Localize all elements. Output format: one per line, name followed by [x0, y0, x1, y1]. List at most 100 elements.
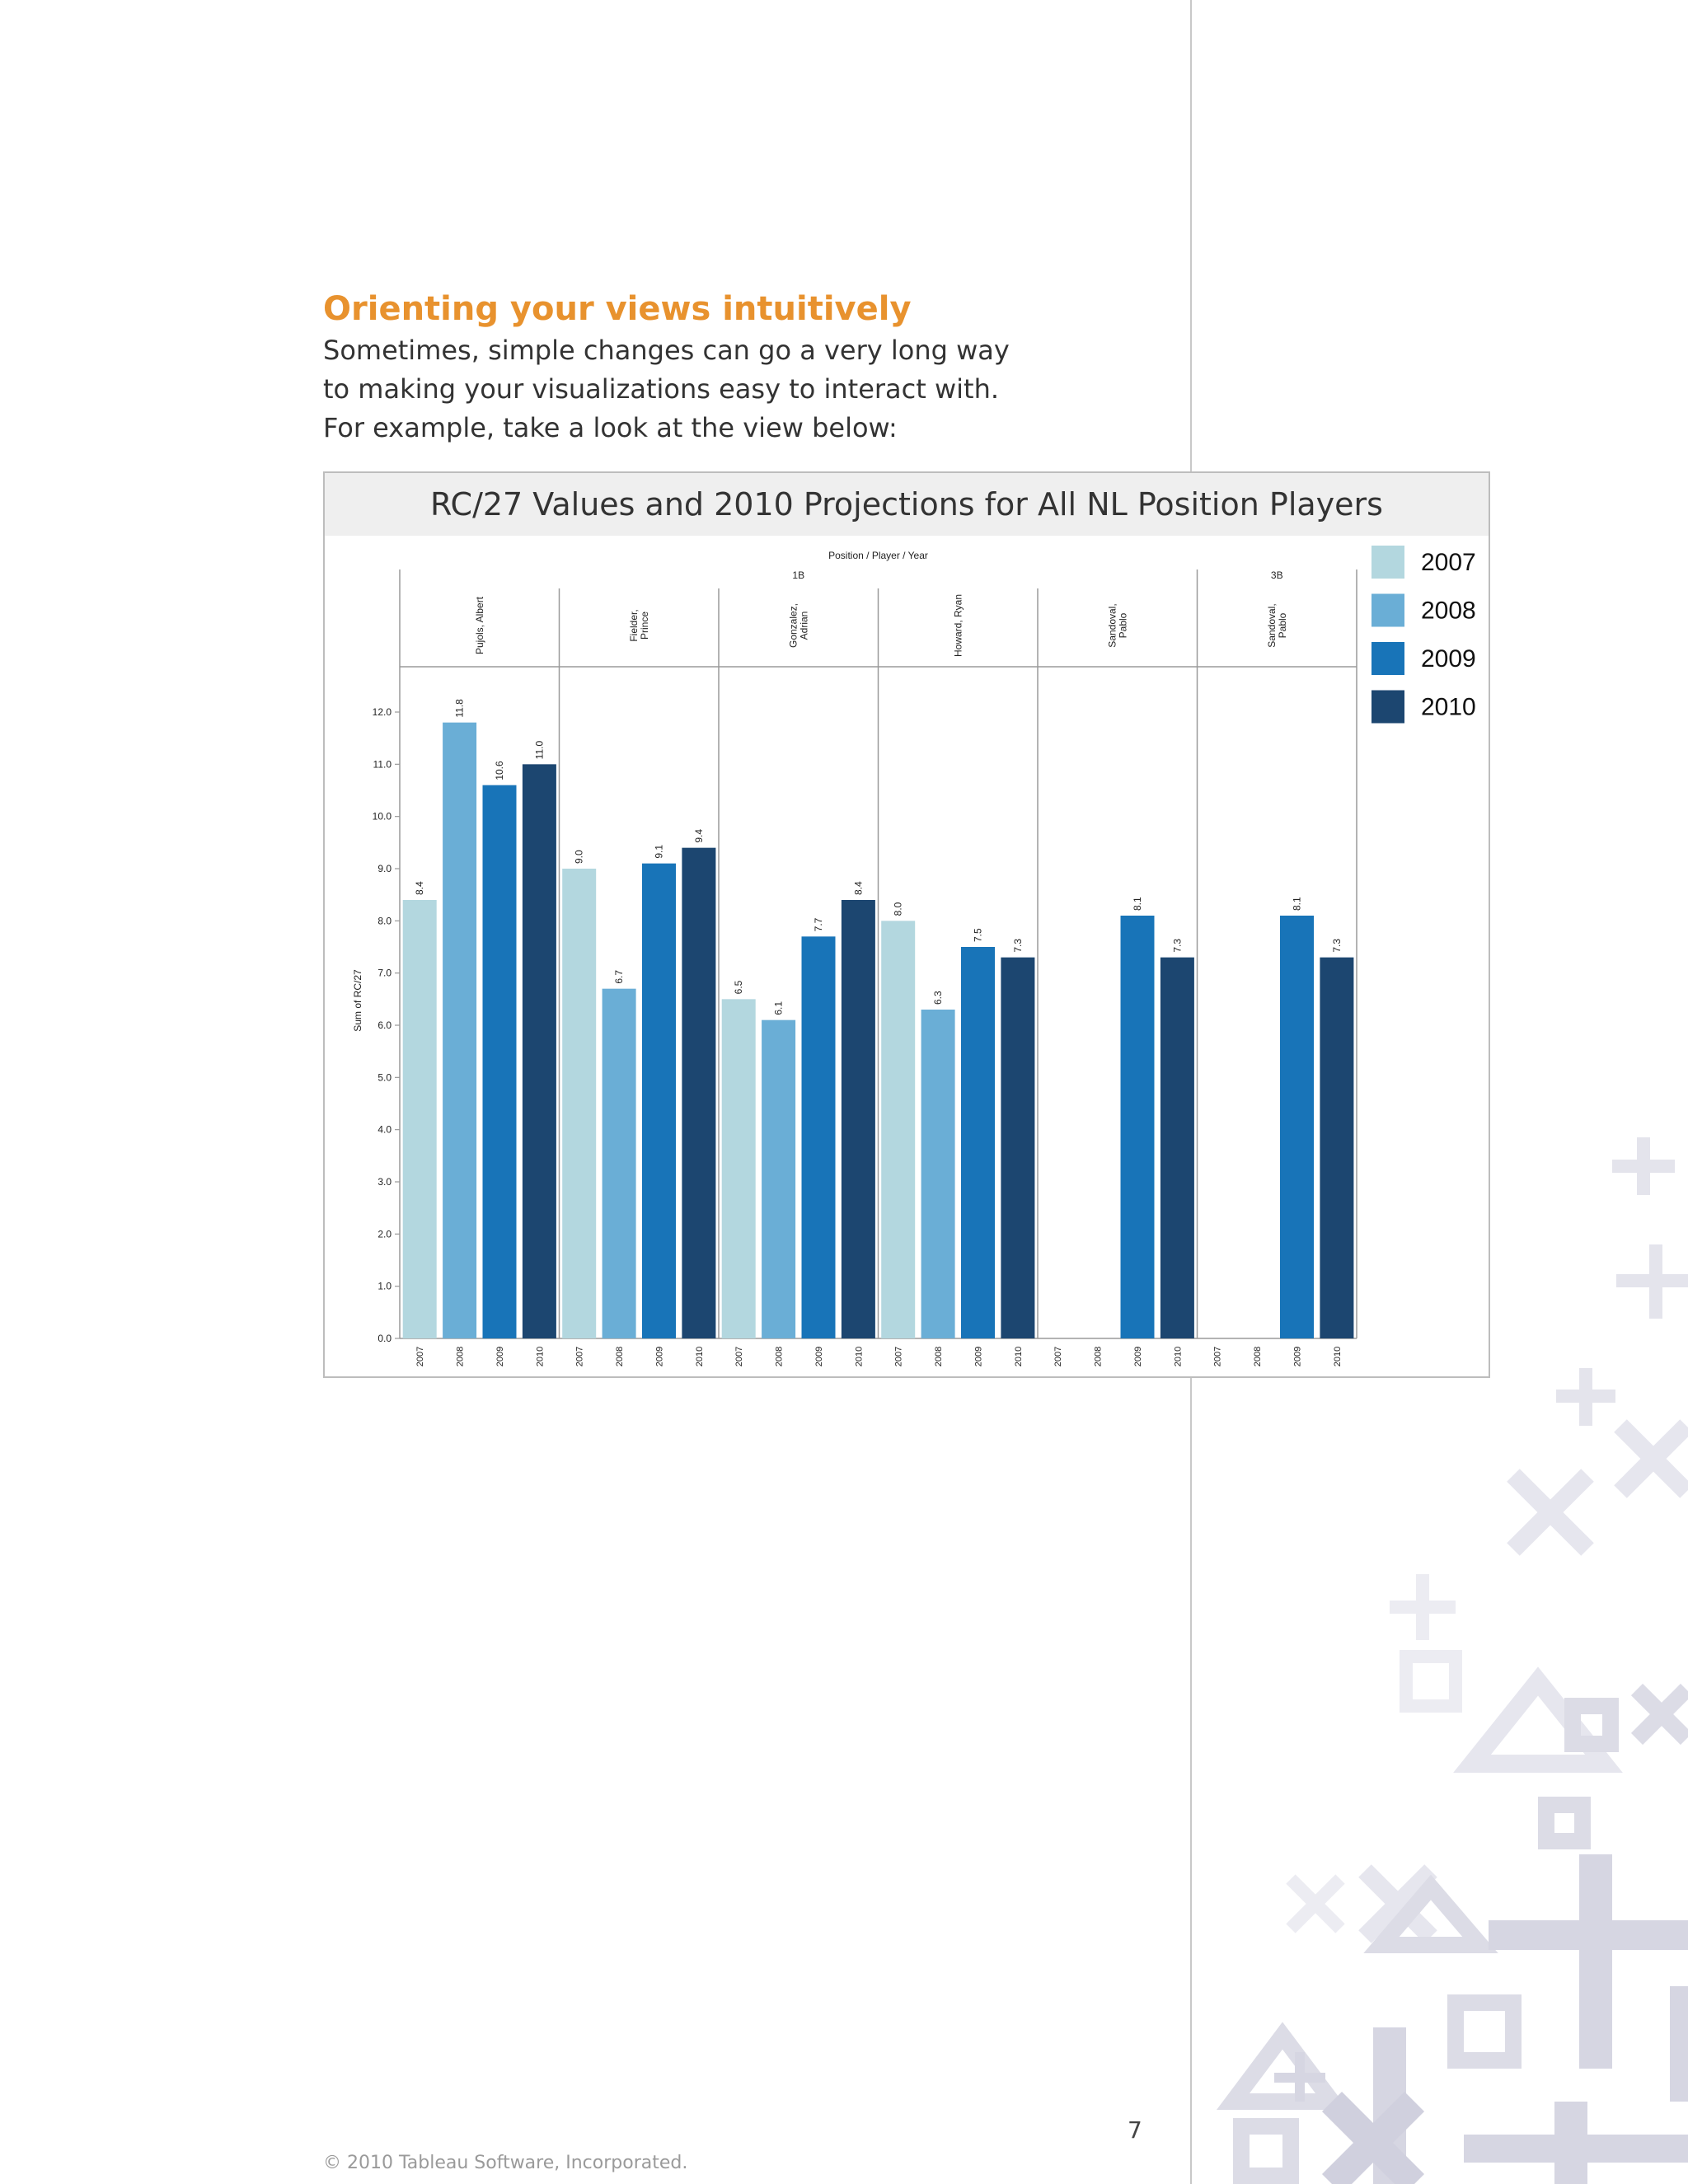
x-tick-label-year: 2007: [894, 1347, 904, 1366]
y-tick-label: 2.0: [377, 1228, 392, 1240]
legend-label: 2008: [1421, 598, 1476, 625]
bar-2010: [522, 764, 556, 1338]
chart-title-bar: [325, 473, 1489, 536]
bar-2009: [1280, 916, 1314, 1338]
legend-swatch-2009: [1372, 642, 1404, 675]
y-axis-title: Sum of RC/27: [352, 969, 363, 1032]
intro-line: to making your visualizations easy to in…: [323, 373, 1000, 405]
bar-2010: [841, 900, 875, 1338]
bar-data-label: 7.3: [1331, 939, 1343, 953]
x-tick-label-year: 2009: [655, 1347, 665, 1366]
bar-2008: [762, 1019, 796, 1338]
y-tick-label: 5.0: [377, 1071, 392, 1083]
bar-2010: [1001, 957, 1035, 1338]
x-tick-label-year: 2009: [495, 1347, 505, 1366]
y-tick-label: 4.0: [377, 1124, 392, 1136]
x-tick-label-year: 2007: [1213, 1347, 1223, 1366]
bar-chart: Position / Player / Year 1B 3B 0.0 1.0 2.0 3.0…: [352, 546, 1476, 1366]
x-tick-label-year: 2007: [734, 1347, 744, 1366]
x-tick-label-year: 2009: [1293, 1347, 1303, 1366]
y-tick-label: 7.0: [377, 968, 392, 979]
legend-label: 2010: [1421, 694, 1476, 721]
x-tick-label-year: 2007: [575, 1347, 585, 1366]
bar-data-label: 7.3: [1171, 939, 1183, 953]
player-name-label: Fielder,: [628, 609, 640, 641]
legend-swatch-2007: [1372, 546, 1404, 579]
x-tick-label-year: 2010: [1014, 1347, 1024, 1366]
y-tick-label: 9.0: [377, 863, 392, 874]
bar-2007: [881, 921, 916, 1338]
bar-data-label: 8.4: [414, 881, 425, 895]
x-tick-label-year: 2008: [934, 1347, 944, 1366]
position-label: 3B: [1271, 569, 1283, 581]
page-number: 7: [1128, 2116, 1142, 2144]
player-name-label: Adrian: [798, 612, 809, 640]
bar-data-label: 11.0: [533, 741, 545, 760]
footer-copyright: © 2010 Tableau Software, Incorporated.: [323, 2153, 688, 2173]
bar-data-label: 10.6: [494, 761, 505, 780]
intro-line: Sometimes, simple changes can go a very …: [323, 335, 1010, 366]
x-tick-label-year: 2009: [974, 1347, 984, 1366]
bar-2007: [721, 999, 756, 1338]
y-tick-label: 11.0: [373, 758, 392, 770]
x-tick-label-year: 2010: [1173, 1347, 1183, 1366]
x-tick-label-year: 2008: [1253, 1347, 1263, 1366]
section-heading: Orienting your views intuitively: [323, 290, 912, 328]
bar-2010: [1320, 957, 1354, 1338]
x-tick-label-year: 2010: [695, 1347, 705, 1366]
legend-swatch-2008: [1372, 593, 1404, 627]
bar-data-label: 11.8: [454, 699, 466, 718]
y-tick-label: 6.0: [377, 1019, 392, 1031]
x-tick-label-year: 2010: [535, 1347, 545, 1366]
bar-data-label: 8.4: [852, 881, 864, 895]
bar-data-label: 8.1: [1132, 897, 1143, 911]
intro-line: For example, take a look at the view bel…: [323, 412, 898, 443]
position-label: 1B: [792, 569, 804, 581]
header-field-path: Position / Player / Year: [828, 550, 928, 561]
player-name-label: Gonzalez,: [787, 603, 799, 648]
player-name-label: Sandoval,: [1106, 603, 1118, 647]
bar-data-label: 7.5: [973, 928, 984, 942]
x-tick-label-year: 2008: [1094, 1347, 1104, 1366]
player-name-label: Pujols, Albert: [474, 596, 485, 654]
bar-2007: [562, 869, 597, 1338]
x-tick-label-year: 2008: [456, 1347, 466, 1366]
y-tick-label: 10.0: [373, 811, 392, 823]
x-tick-label-year: 2009: [814, 1347, 824, 1366]
intro-paragraph: Sometimes, simple changes can go a very …: [323, 331, 1114, 448]
bar-2009: [961, 947, 995, 1338]
x-tick-label-year: 2009: [1133, 1347, 1143, 1366]
player-name-label: Pablo: [1277, 612, 1288, 638]
bar-data-label: 6.1: [773, 1001, 785, 1015]
player-name-label: Prince: [639, 612, 650, 640]
bar-2009: [642, 863, 676, 1338]
player-name-label: Sandoval,: [1266, 603, 1278, 647]
bar-data-label: 7.3: [1012, 939, 1024, 953]
y-tick-label: 0.0: [377, 1333, 392, 1344]
legend-swatch-2010: [1372, 690, 1404, 724]
bar-2010: [1160, 957, 1194, 1338]
bar-2009: [1120, 916, 1155, 1338]
bar-data-label: 7.7: [813, 917, 824, 931]
x-tick-label-year: 2007: [1053, 1347, 1063, 1366]
bar-data-label: 8.1: [1292, 897, 1303, 911]
legend-label: 2007: [1421, 549, 1476, 576]
bar-data-label: 6.5: [733, 980, 744, 994]
y-tick-label: 1.0: [377, 1281, 392, 1292]
player-name-label: Howard, Ryan: [952, 594, 964, 657]
bar-2008: [602, 988, 636, 1338]
bar-data-label: 6.3: [932, 991, 944, 1005]
y-tick-label: 8.0: [377, 915, 392, 926]
bar-2009: [801, 936, 836, 1338]
x-tick-label-year: 2010: [854, 1347, 864, 1366]
bar-data-label: 6.7: [613, 970, 625, 984]
legend-label: 2009: [1421, 645, 1476, 673]
bar-data-label: 9.1: [654, 845, 665, 859]
bar-2008: [921, 1010, 955, 1338]
chart-title: RC/27 Values and 2010 Projections for Al…: [430, 486, 1383, 523]
bar-2010: [682, 847, 716, 1338]
bar-2009: [482, 785, 517, 1338]
bar-data-label: 9.4: [693, 829, 705, 843]
bar-data-label: 9.0: [574, 850, 585, 864]
y-tick-label: 12.0: [373, 706, 392, 718]
